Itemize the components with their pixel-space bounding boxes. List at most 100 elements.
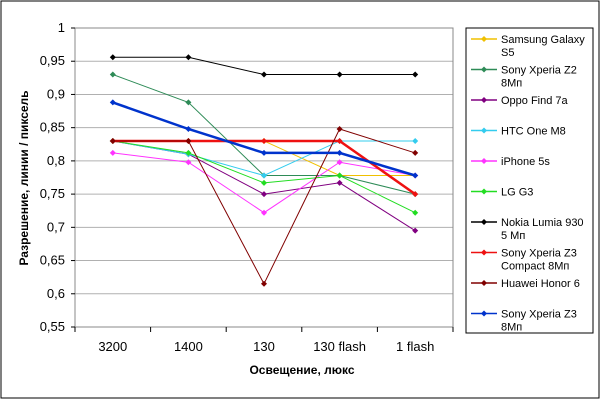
data-point xyxy=(412,71,419,78)
legend-label: Sony Xperia Z3 8Мп xyxy=(501,309,577,334)
data-point xyxy=(412,172,419,179)
data-point xyxy=(185,149,192,156)
legend-item: Huawei Honor 6 xyxy=(471,278,580,290)
legend-label-line: Sony Xperia Z3 xyxy=(501,248,577,260)
data-point xyxy=(185,159,192,166)
legend-label-line: 8Мп xyxy=(501,322,522,334)
legend-label: Oppo Find 7a xyxy=(501,95,569,107)
y-tick-label: 0,9 xyxy=(47,86,65,101)
legend-label-line: Compact 8Мп xyxy=(501,261,569,273)
y-tick-label: 1 xyxy=(58,20,65,35)
legend-label: Samsung Galaxy S5 xyxy=(501,34,585,59)
legend-item: iPhone 5s xyxy=(471,156,550,168)
legend-label: LG G3 xyxy=(501,187,533,199)
x-tick-label: 1 flash xyxy=(396,339,434,354)
legend-label-line: LG G3 xyxy=(501,187,533,199)
legend-label: iPhone 5s xyxy=(501,156,550,168)
legend-swatch-marker xyxy=(481,310,487,317)
data-point xyxy=(336,137,343,144)
legend-label-line: Nokia Lumia 930 xyxy=(501,217,584,229)
data-point xyxy=(185,99,192,106)
data-point xyxy=(109,71,116,78)
data-point xyxy=(261,191,267,198)
data-point xyxy=(185,125,192,132)
legend-swatch-marker xyxy=(481,97,487,103)
legend-swatch-marker xyxy=(481,158,487,164)
legend-label: Sony Xperia Z2 8Мп xyxy=(501,65,577,90)
legend-swatch-marker xyxy=(481,36,487,42)
legend-label: Nokia Lumia 930 5 Мп xyxy=(501,217,584,242)
legend-swatch-marker xyxy=(481,219,487,225)
data-point xyxy=(109,99,116,106)
legend-item: HTC One M8 xyxy=(471,126,566,138)
series-lines xyxy=(109,54,419,287)
x-tick-label: 130 xyxy=(253,339,275,354)
data-point xyxy=(336,179,343,186)
data-point xyxy=(412,227,419,234)
x-axis-title: Освещение, люкс xyxy=(249,363,354,377)
y-tick-label: 0,85 xyxy=(40,120,65,135)
data-point xyxy=(261,149,267,156)
data-point xyxy=(412,191,419,198)
series-8 xyxy=(109,125,419,287)
y-tick-label: 0,55 xyxy=(40,319,65,334)
x-tick-label: 130 flash xyxy=(313,339,366,354)
legend-item: Sony Xperia Z2 8Мп xyxy=(471,65,577,90)
legend-label-line: iPhone 5s xyxy=(501,156,550,168)
data-point xyxy=(109,137,116,144)
legend-label-line: HTC One M8 xyxy=(501,126,566,138)
legend-label-line: Samsung Galaxy xyxy=(501,34,585,46)
y-axis-title: Разрешение, линии / пиксель xyxy=(17,90,31,265)
data-point xyxy=(109,54,116,61)
data-point xyxy=(261,209,267,216)
data-point xyxy=(336,149,343,156)
legend-swatch-marker xyxy=(481,280,487,286)
legend-item: Sony Xperia Z3 Compact 8Мп xyxy=(471,248,577,273)
data-point xyxy=(261,137,267,144)
legend-item: Oppo Find 7a xyxy=(471,95,569,107)
legend-swatch-marker xyxy=(481,188,487,195)
legend-label-line: S5 xyxy=(501,47,514,59)
data-point xyxy=(261,179,267,186)
legend-label: HTC One M8 xyxy=(501,126,566,138)
legend-label-line: Oppo Find 7a xyxy=(501,95,569,107)
y-tick-label: 0,7 xyxy=(47,219,65,234)
data-point xyxy=(336,172,343,179)
y-tick-labels: 1 0,95 0,9 0,85 0,8 0,75 0,7 0,65 0,6 0,55 xyxy=(40,20,75,334)
data-point xyxy=(336,71,343,78)
data-point xyxy=(185,54,192,61)
data-point xyxy=(261,71,267,78)
x-tick-labels: 3200 1400 130 130 flash 1 flash xyxy=(74,327,454,354)
legend-label-line: Huawei Honor 6 xyxy=(501,278,580,290)
legend-item: Sony Xperia Z3 8Мп xyxy=(471,309,577,334)
legend-label: Huawei Honor 6 xyxy=(501,278,580,290)
data-point xyxy=(336,159,343,166)
legend-label-line: 5 Мп xyxy=(501,230,525,242)
plot-area-border xyxy=(74,27,454,328)
y-tick-label: 0,95 xyxy=(40,53,65,68)
series-9 xyxy=(109,99,419,179)
legend-item: Nokia Lumia 930 5 Мп xyxy=(471,217,584,242)
y-tick-label: 0,75 xyxy=(40,186,65,201)
data-point xyxy=(261,280,267,287)
legend-swatch-marker xyxy=(481,249,487,256)
data-point xyxy=(185,137,192,144)
legend-swatch-marker xyxy=(481,127,487,134)
data-point xyxy=(412,209,419,216)
data-point xyxy=(412,149,419,156)
legend-label: Sony Xperia Z3 Compact 8Мп xyxy=(501,248,577,273)
data-point xyxy=(336,125,343,132)
legend-swatch-marker xyxy=(481,66,487,73)
series-6 xyxy=(109,54,419,78)
x-tick-label: 1400 xyxy=(174,339,203,354)
x-tick-label: 3200 xyxy=(98,339,127,354)
legend-item: Samsung Galaxy S5 xyxy=(471,34,585,59)
legend-label-line: 8Мп xyxy=(501,78,522,90)
legend-item: LG G3 xyxy=(471,187,533,199)
legend-label-line: Sony Xperia Z3 xyxy=(501,309,577,321)
legend-box xyxy=(465,27,594,334)
y-tick-label: 0,8 xyxy=(47,153,65,168)
